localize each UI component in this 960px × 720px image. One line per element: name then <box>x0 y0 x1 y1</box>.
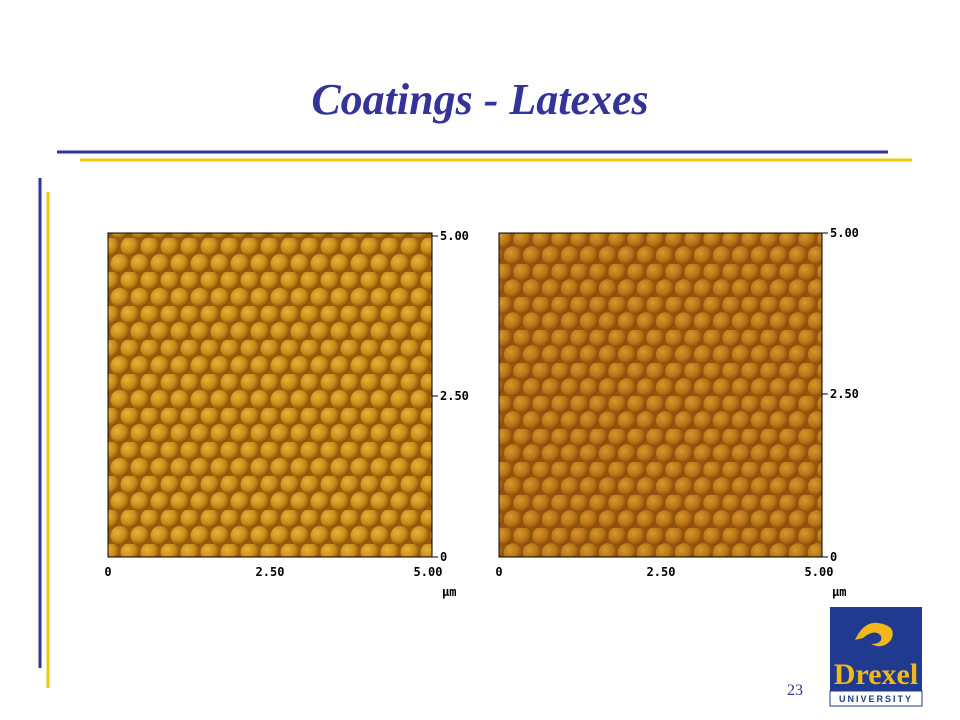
afm-image-2: 5.00 2.50 0 0 2.50 5.00 μm <box>495 226 859 599</box>
logo-background <box>830 607 922 691</box>
y-tick-label: 5.00 <box>440 229 469 243</box>
x-tick-label: 5.00 <box>805 565 834 579</box>
x-tick-label: 2.50 <box>256 565 285 579</box>
y-tick-label: 2.50 <box>440 389 469 403</box>
unit-label: μm <box>832 585 846 599</box>
unit-label: μm <box>442 585 456 599</box>
frame <box>107 232 433 558</box>
x-tick-label: 5.00 <box>414 565 443 579</box>
afm-scan <box>108 233 432 557</box>
afm-image-1: 5.00 2.50 0 0 2.50 5.00 μm <box>104 229 469 599</box>
x-tick-label: 2.50 <box>647 565 676 579</box>
y-tick-label: 0 <box>440 550 447 564</box>
frame <box>498 232 823 558</box>
x-tick-label: 0 <box>495 565 502 579</box>
y-tick-label: 5.00 <box>830 226 859 240</box>
x-tick-label: 0 <box>104 565 111 579</box>
logo-dragon <box>855 622 893 647</box>
logo-strip <box>829 690 923 707</box>
logo-subtitle: UNIVERSITY <box>839 694 913 704</box>
y-tick-label: 2.50 <box>830 387 859 401</box>
page-number: 23 <box>787 682 803 699</box>
afm-scan <box>499 233 822 557</box>
y-tick-label: 0 <box>830 550 837 564</box>
slide-title: Coatings - Latexes <box>311 75 648 124</box>
logo-name: Drexel <box>834 658 918 691</box>
logo: Drexel UNIVERSITY <box>829 607 923 707</box>
